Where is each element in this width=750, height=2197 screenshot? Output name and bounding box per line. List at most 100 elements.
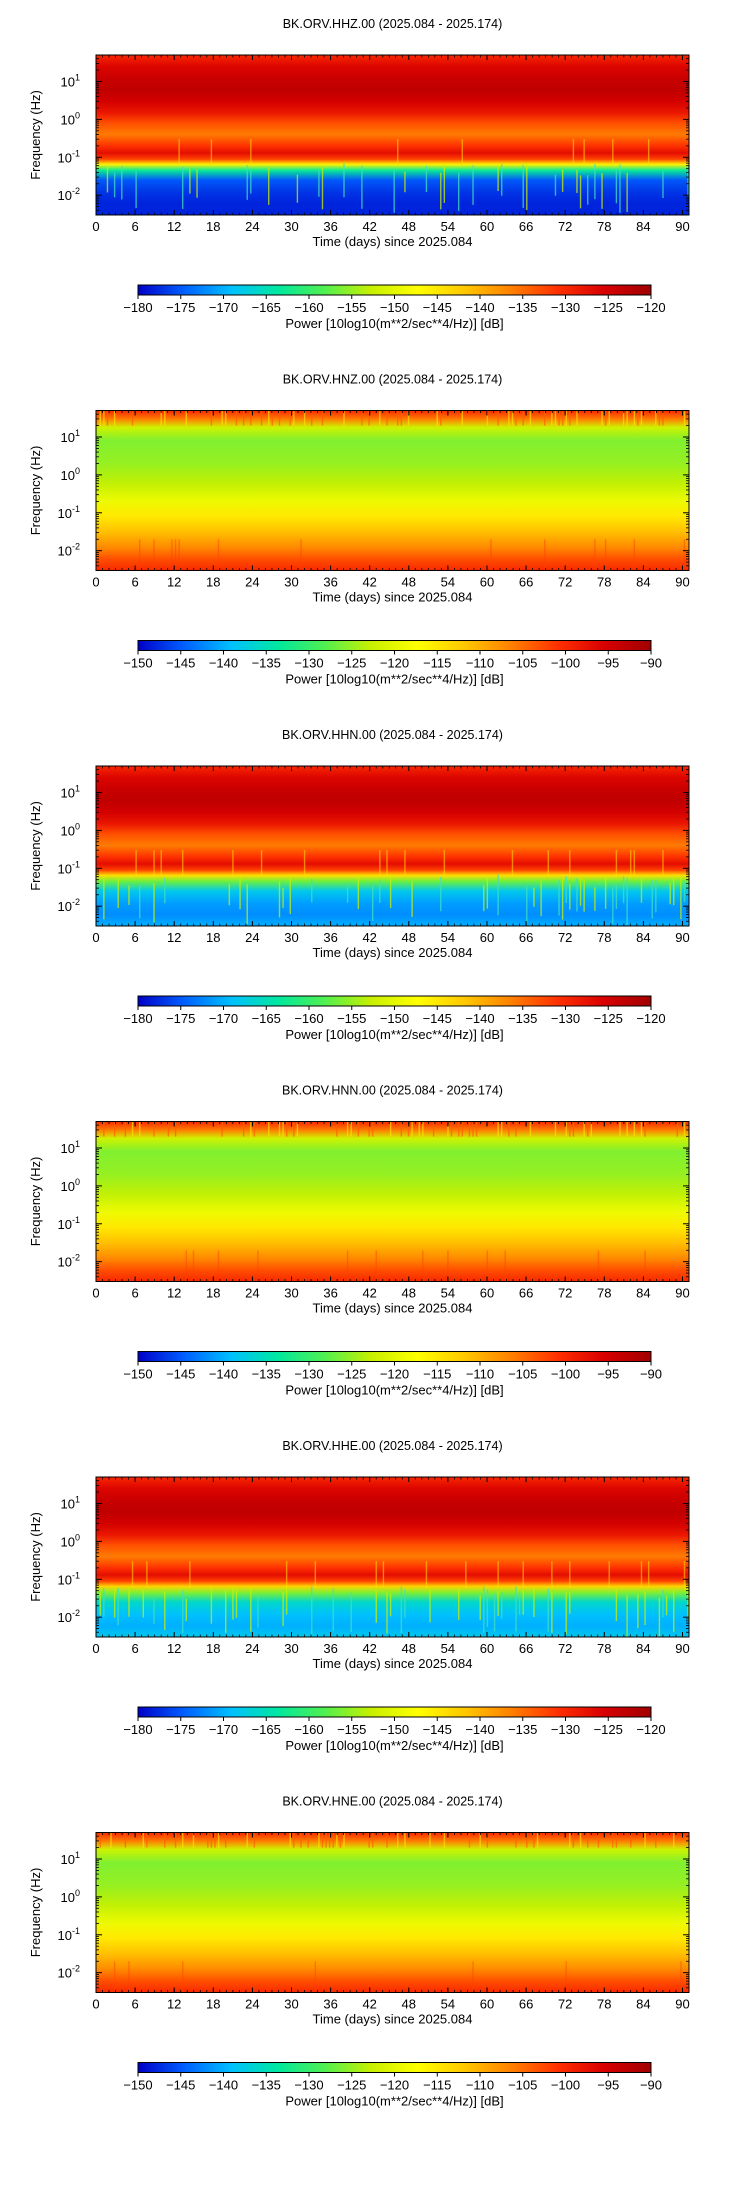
x-tick-label: 54	[441, 1641, 455, 1656]
heatmap-streak	[655, 1832, 657, 1848]
heatmap-streak	[515, 1586, 517, 1632]
heatmap-streak	[189, 1561, 191, 1588]
heatmap-streak	[178, 539, 180, 571]
x-tick-label: 0	[92, 219, 99, 234]
heatmap-streak	[536, 1832, 539, 1848]
heatmap-streak	[608, 1561, 610, 1588]
heatmap-streak	[626, 1121, 628, 1137]
heatmap-streak	[475, 1121, 478, 1137]
y-tick-label: 100	[61, 1532, 80, 1549]
heatmap-streak	[483, 1586, 485, 1633]
heatmap-streak	[300, 539, 302, 571]
heatmap-streak	[633, 539, 636, 571]
heatmap-streak	[307, 1832, 309, 1848]
colorbar-tick-label: −100	[551, 1367, 580, 1382]
heatmap-streak	[246, 1832, 248, 1848]
colorbar-tick-label: −145	[423, 1722, 452, 1737]
heatmap-streak	[619, 164, 621, 213]
heatmap-streak	[490, 539, 492, 571]
heatmap-streak	[160, 850, 162, 877]
heatmap-streak	[271, 410, 274, 426]
heatmap-streak	[164, 1590, 166, 1630]
x-axis-label: Time (days) since 2025.084	[313, 1656, 473, 1671]
heatmap-streak	[572, 1121, 575, 1137]
heatmap-streak	[687, 1585, 689, 1622]
heatmap-streak	[526, 163, 528, 211]
colorbar-tick-label: −105	[508, 2078, 537, 2093]
heatmap-streak	[246, 165, 248, 200]
y-tick-label: 100	[61, 821, 80, 838]
x-tick-label: 30	[284, 930, 298, 945]
heatmap-streak	[282, 887, 284, 908]
heatmap-streak	[522, 410, 524, 426]
heatmap-streak	[554, 1121, 557, 1137]
colorbar-tick-label: −125	[337, 2078, 366, 2093]
heatmap-streak	[565, 876, 567, 904]
x-tick-label: 72	[558, 1997, 572, 2012]
heatmap-streak	[207, 1832, 209, 1848]
heatmap-streak	[637, 1593, 639, 1629]
heatmap-streak	[447, 1121, 449, 1137]
heatmap-streak	[375, 1589, 377, 1623]
colorbar-tick-label: −95	[597, 656, 619, 671]
heatmap-streak	[511, 410, 514, 426]
heatmap-streak	[311, 878, 313, 903]
x-tick-label: 78	[597, 1997, 611, 2012]
heatmap-streak	[285, 1561, 288, 1588]
colorbar-tick-label: −125	[594, 300, 623, 315]
x-tick-label: 42	[362, 575, 376, 590]
colorbar-label: Power [10log10(m**2/sec**4/Hz)] [dB]	[285, 2094, 503, 2109]
heatmap-streak	[673, 1589, 675, 1632]
heatmap-streak	[146, 1832, 148, 1848]
heatmap-streak	[565, 1592, 567, 1635]
heatmap-streak	[425, 1561, 428, 1588]
heatmap-streak	[174, 539, 177, 571]
heatmap-streak	[185, 1598, 188, 1622]
heatmap-streak	[397, 410, 399, 426]
heatmap-streak	[465, 1561, 467, 1588]
heatmap-field	[96, 1477, 689, 1637]
spectrogram-panel: BK.ORV.HNZ.00 (2025.084 - 2025.174) 0 6 12 1…	[28, 373, 690, 687]
colorbar-tick-label: −130	[551, 1011, 580, 1026]
heatmap-streak	[178, 139, 180, 166]
y-tick-label: 100	[61, 1177, 80, 1194]
x-axis-label: Time (days) since 2025.084	[313, 945, 473, 960]
heatmap-streak	[601, 410, 603, 426]
heatmap-streaks	[99, 1561, 689, 1637]
x-tick-label: 18	[206, 1997, 220, 2012]
heatmap-streak	[382, 1561, 385, 1588]
heatmap-streak	[554, 410, 557, 426]
colorbar	[137, 1351, 652, 1362]
y-tick-label: 10-2	[58, 1253, 80, 1270]
heatmap-streak	[153, 1121, 155, 1137]
x-tick-label: 0	[92, 1997, 99, 2012]
colorbar-tick-label: −140	[209, 1367, 238, 1382]
x-tick-label: 42	[362, 1997, 376, 2012]
x-axis-label: Time (days) since 2025.084	[313, 590, 473, 605]
heatmap-streak	[336, 1832, 338, 1848]
heatmap-streak	[293, 410, 295, 426]
x-tick-label: 36	[323, 1641, 337, 1656]
x-tick-label: 12	[167, 930, 181, 945]
colorbar-tick-label: −130	[294, 2078, 323, 2093]
x-tick-label: 54	[441, 219, 455, 234]
heatmap-streak	[486, 1250, 489, 1282]
heatmap-streak	[242, 1121, 245, 1137]
x-tick-label: 84	[636, 1641, 650, 1656]
colorbar-tick-label: −145	[166, 1367, 195, 1382]
colorbar-tick-label: −125	[594, 1011, 623, 1026]
heatmap-streak	[633, 850, 636, 877]
x-tick-label: 24	[245, 1641, 259, 1656]
colorbar-tick-label: −135	[508, 1011, 537, 1026]
x-tick-label: 24	[245, 575, 259, 590]
heatmap-streak	[164, 877, 166, 904]
x-tick-label: 48	[402, 1641, 416, 1656]
heatmap-streak	[655, 879, 657, 913]
heatmap-streak	[640, 1561, 643, 1588]
heatmap-streak	[479, 1832, 481, 1848]
colorbar-tick-label: −140	[209, 2078, 238, 2093]
x-tick-label: 60	[480, 1286, 494, 1301]
heatmap-streak	[676, 1121, 679, 1137]
heatmap-streak	[346, 882, 349, 903]
heatmap-streak	[368, 1121, 370, 1137]
